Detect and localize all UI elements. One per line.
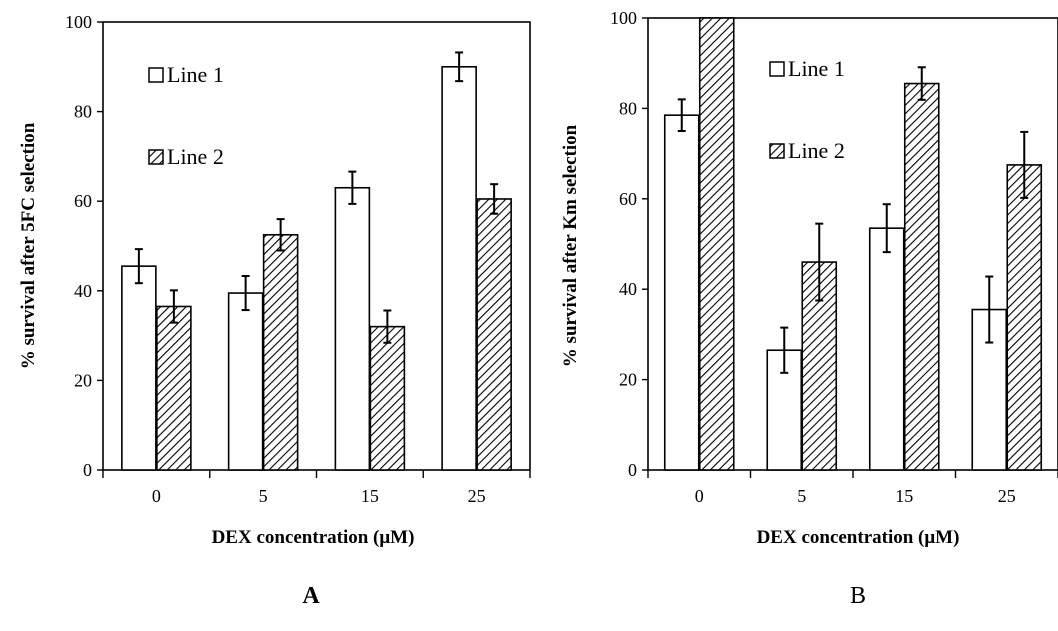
chart-b-y-tick-label: 100 <box>610 8 637 28</box>
chart-b-y-axis-title: % survival after Km selection <box>560 124 581 367</box>
chart-b-error-bar <box>917 66 926 101</box>
chart-a-y-tick-label: 20 <box>74 370 92 390</box>
chart-a-bar-line-2 <box>476 198 512 471</box>
chart-b-legend: Line 1 Line 2 <box>769 56 845 163</box>
chart-a-y-tick-label: 100 <box>65 12 92 32</box>
chart-b-bar-line-1 <box>868 227 905 471</box>
chart-a-x-tick-label: 5 <box>259 486 268 506</box>
chart-b-panel-label: B <box>850 583 866 609</box>
chart-a-error-bars <box>134 51 499 344</box>
chart-b-y-tick-label: 80 <box>619 98 637 118</box>
chart-b-error-bar <box>1020 130 1029 199</box>
chart-b-y-tick-label: 60 <box>619 189 637 209</box>
chart-a-y-tick-label: 60 <box>74 191 92 211</box>
chart-a-x-tick-label: 15 <box>361 486 379 506</box>
chart-panel-b: 0 20 40 60 80 100 0 5 15 25 DEX concentration (μM… <box>560 8 1058 609</box>
chart-a-error-bar <box>383 309 392 344</box>
chart-b-bar-line-1 <box>663 114 700 471</box>
chart-a-y-tick-label: 0 <box>83 460 92 480</box>
chart-b-legend-label-line-1: Line 1 <box>788 56 845 81</box>
chart-a-bar-line-2 <box>156 305 192 471</box>
chart-b-legend-label-line-2: Line 2 <box>788 138 845 163</box>
chart-a-error-bar <box>490 183 499 215</box>
chart-a-x-axis-title: DEX concentration (μM) <box>212 527 415 548</box>
chart-a-panel-label: A <box>302 583 320 609</box>
chart-a-legend-label-line-2: Line 2 <box>167 144 224 169</box>
chart-b-axes <box>642 17 1058 478</box>
chart-a-error-bar <box>169 289 178 324</box>
chart-b-y-tick-label: 0 <box>628 460 637 480</box>
chart-a-bar-line-1 <box>334 186 371 471</box>
chart-a-x-tick-label: 25 <box>468 486 486 506</box>
chart-a-legend-label-line-1: Line 1 <box>167 62 224 87</box>
chart-a-bars <box>121 66 512 471</box>
chart-a-legend-swatch-line-1 <box>148 67 164 83</box>
chart-b-legend-swatch-line-2 <box>769 143 785 159</box>
chart-b-legend-swatch-line-1 <box>769 61 785 77</box>
chart-b-tick-labels: 0 20 40 60 80 100 0 5 15 25 <box>610 8 1016 506</box>
chart-b-error-bar <box>882 203 891 254</box>
chart-b-bars <box>663 17 1043 471</box>
chart-b-error-bar <box>985 275 994 344</box>
chart-b-x-tick-label: 0 <box>695 486 704 506</box>
chart-b-x-tick-label: 5 <box>797 486 806 506</box>
chart-a-bar-line-2 <box>262 234 299 471</box>
chart-a-bar-line-2 <box>369 325 406 471</box>
chart-b-y-tick-label: 20 <box>619 370 637 390</box>
chart-b-bar-line-2 <box>903 82 940 471</box>
chart-a-bar-line-1 <box>121 265 157 471</box>
chart-b-x-axis-title: DEX concentration (μM) <box>757 527 960 548</box>
chart-b-error-bar <box>677 98 686 132</box>
chart-a-x-tick-label: 0 <box>152 486 161 506</box>
chart-b-error-bars <box>677 66 1029 374</box>
chart-a-y-axis-title: % survival after 5FC selection <box>18 122 39 369</box>
chart-a-error-bar <box>134 248 143 285</box>
chart-a-tick-labels: 0 20 40 60 80 100 0 5 15 25 <box>65 12 486 506</box>
chart-b-bar-line-2 <box>1006 164 1043 471</box>
chart-a-legend: Line 1 Line 2 <box>148 62 224 169</box>
chart-b-bar-line-2 <box>698 17 735 471</box>
chart-b-y-tick-label: 40 <box>619 279 637 299</box>
chart-b-x-tick-label: 15 <box>895 486 913 506</box>
chart-a-legend-swatch-line-2 <box>148 149 164 165</box>
chart-a-bar-line-1 <box>441 66 477 471</box>
chart-panel-a: 0 20 40 60 80 100 0 5 15 25 DEX concentration (μM… <box>18 12 531 609</box>
chart-b-x-tick-label: 25 <box>998 486 1016 506</box>
chart-a-error-bar <box>348 170 357 205</box>
chart-a-y-tick-label: 80 <box>74 102 92 122</box>
chart-b-error-bar <box>815 222 824 302</box>
chart-a-bar-line-1 <box>227 292 264 471</box>
chart-a-error-bar <box>276 218 285 252</box>
chart-b-error-bar <box>780 326 789 374</box>
chart-a-y-tick-label: 40 <box>74 281 92 301</box>
chart-a-axes <box>97 21 531 478</box>
chart-a-error-bar <box>455 51 464 83</box>
chart-a-error-bar <box>241 275 250 312</box>
